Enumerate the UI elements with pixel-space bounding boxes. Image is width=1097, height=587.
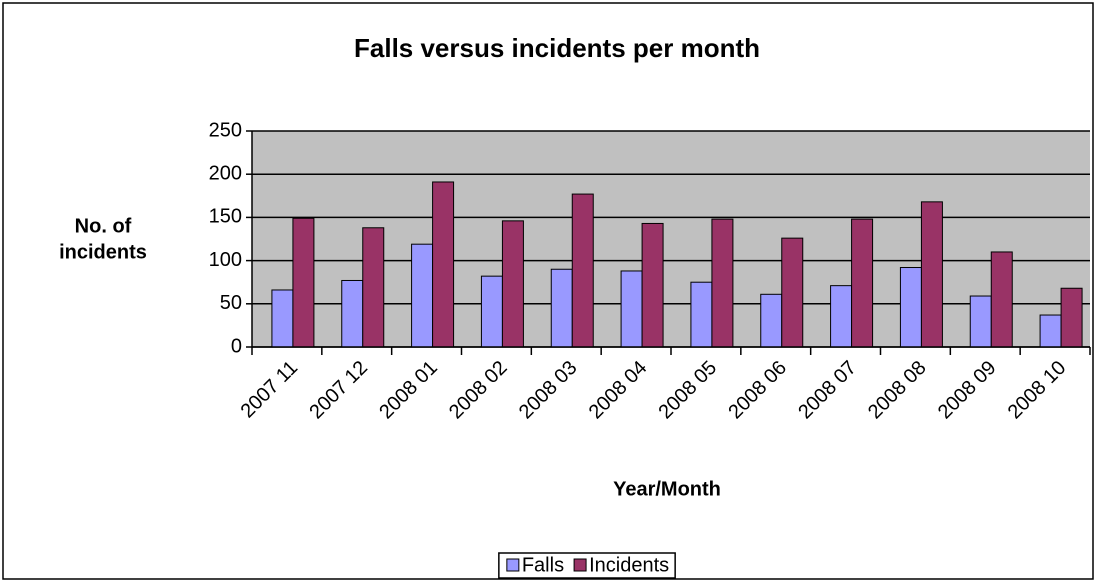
bar [1039, 314, 1062, 348]
y-tick-label: 50 [220, 292, 242, 314]
y-tick-label: 150 [209, 206, 242, 228]
y-axis-label: No. of [75, 215, 132, 237]
bar [620, 270, 643, 348]
y-tick-label: 0 [231, 335, 242, 357]
bar [899, 267, 922, 348]
legend-label: Incidents [589, 554, 669, 576]
y-axis-label: incidents [59, 241, 147, 263]
y-tick-label: 250 [209, 119, 242, 141]
bar [990, 251, 1013, 348]
bar [271, 289, 294, 348]
bar [760, 293, 783, 348]
bar [830, 285, 853, 348]
bar [432, 181, 455, 348]
plot-area [252, 131, 1090, 347]
bar [851, 218, 874, 348]
bar [411, 243, 434, 348]
bar [781, 237, 804, 348]
legend-swatch [506, 558, 520, 572]
bar [341, 279, 364, 348]
bar [550, 268, 573, 348]
y-tick-label: 200 [209, 162, 242, 184]
bar [641, 222, 664, 348]
y-tick-label: 100 [209, 249, 242, 271]
bar [362, 227, 385, 348]
bar [571, 193, 594, 348]
bar [690, 281, 713, 348]
legend-swatch [573, 558, 587, 572]
bar [969, 295, 992, 348]
legend [498, 552, 676, 579]
chart-title: Falls versus incidents per month [354, 33, 760, 63]
bar [480, 275, 503, 348]
bar [292, 217, 315, 348]
bar [711, 218, 734, 348]
legend-label: Falls [522, 554, 564, 576]
bar [1060, 287, 1083, 348]
bar [501, 220, 524, 348]
x-axis-label: Year/Month [613, 478, 721, 500]
bar [920, 201, 943, 348]
